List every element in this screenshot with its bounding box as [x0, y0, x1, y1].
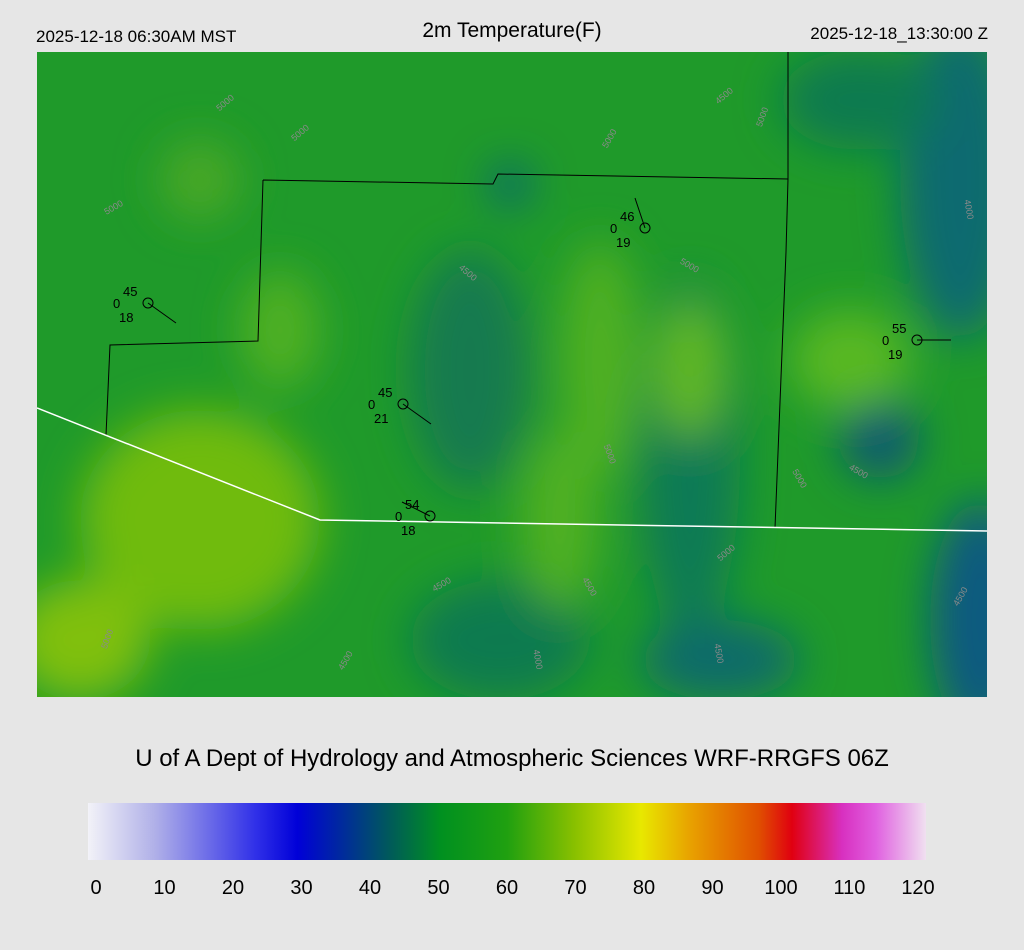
- station-pressure: 0: [395, 509, 402, 524]
- state-border: [105, 52, 789, 529]
- station-circle: [639, 222, 651, 234]
- wind-barb: [402, 403, 432, 425]
- station-circle: [424, 510, 436, 522]
- station-dewpoint: 19: [888, 347, 902, 362]
- country-border: [37, 407, 987, 532]
- contour-label: 4000: [531, 649, 544, 670]
- colorbar-tick-label: 110: [834, 877, 866, 899]
- colorbar-tick-label: 40: [359, 877, 381, 899]
- station-pressure: 0: [368, 397, 375, 412]
- station-temperature: 55: [892, 321, 906, 336]
- wind-barb: [401, 501, 431, 517]
- colorbar-tick-label: 30: [290, 877, 312, 899]
- contour-label: 4500: [712, 643, 725, 664]
- colorbar: [88, 803, 926, 860]
- station-temperature: 45: [123, 284, 137, 299]
- station-pressure: 0: [610, 221, 617, 236]
- station-temperature: 46: [620, 209, 634, 224]
- valid-time-local: 2025-12-18 06:30AM MST: [36, 27, 236, 46]
- station-temperature: 54: [405, 497, 419, 512]
- colorbar-tick-label: 80: [633, 877, 655, 899]
- valid-time-utc: 2025-12-18_13:30:00 Z: [810, 24, 988, 43]
- station-dewpoint: 18: [119, 310, 133, 325]
- colorbar-tick-label: 50: [427, 877, 449, 899]
- credit: U of A Dept of Hydrology and Atmospheric…: [135, 745, 889, 772]
- wind-barb: [147, 302, 177, 324]
- station-dewpoint: 18: [401, 523, 415, 538]
- station-dewpoint: 21: [374, 411, 388, 426]
- station-temperature: 45: [378, 385, 392, 400]
- station-circle: [397, 398, 409, 410]
- wind-barb: [634, 197, 646, 229]
- station-pressure: 0: [113, 296, 120, 311]
- station-dewpoint: 19: [616, 235, 630, 250]
- colorbar-tick-label: 70: [564, 877, 586, 899]
- contour-label: 4000: [962, 199, 975, 220]
- station-circle: [142, 297, 154, 309]
- colorbar-tick-label: 10: [153, 877, 175, 899]
- colorbar-tick-label: 120: [901, 877, 934, 899]
- map-title: 2m Temperature(F): [422, 19, 601, 42]
- colorbar-tick-label: 60: [496, 877, 518, 899]
- colorbar-tick-label: 0: [90, 877, 101, 899]
- colorbar-tick-label: 90: [701, 877, 723, 899]
- colorbar-tick-label: 100: [764, 877, 797, 899]
- station-pressure: 0: [882, 333, 889, 348]
- colorbar-tick-label: 20: [222, 877, 244, 899]
